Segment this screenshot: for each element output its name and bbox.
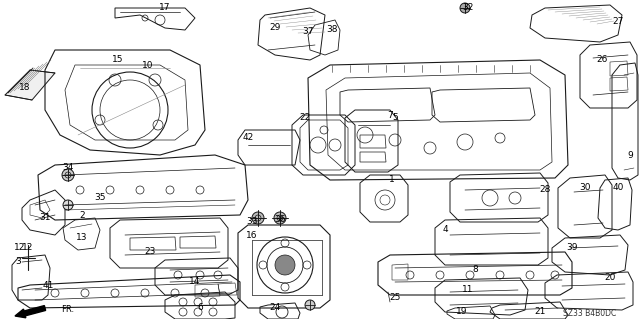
Circle shape: [62, 169, 74, 181]
Text: 38: 38: [326, 26, 338, 34]
Text: 16: 16: [246, 231, 258, 240]
Text: 14: 14: [189, 278, 201, 286]
Text: 34: 34: [62, 164, 74, 173]
Text: 35: 35: [94, 194, 106, 203]
Text: SZ33 B4B0DC: SZ33 B4B0DC: [563, 308, 616, 317]
Text: 6: 6: [197, 302, 203, 311]
Text: 21: 21: [534, 308, 546, 316]
Text: 28: 28: [540, 186, 550, 195]
Circle shape: [460, 3, 470, 13]
Text: 29: 29: [269, 24, 281, 33]
Text: 13: 13: [76, 234, 88, 242]
Text: 23: 23: [144, 248, 156, 256]
Text: 36: 36: [275, 216, 285, 225]
Polygon shape: [5, 70, 55, 100]
Circle shape: [275, 255, 295, 275]
Text: 31: 31: [39, 213, 51, 222]
Text: 17: 17: [159, 4, 171, 12]
Text: 40: 40: [612, 183, 624, 192]
Text: 42: 42: [243, 133, 253, 143]
Text: 5: 5: [392, 114, 398, 122]
Text: 3: 3: [15, 257, 21, 266]
Text: FR.: FR.: [61, 306, 75, 315]
Text: 9: 9: [627, 151, 633, 160]
Text: 4: 4: [442, 226, 448, 234]
FancyArrow shape: [15, 306, 45, 318]
Text: 10: 10: [142, 61, 154, 70]
Text: 18: 18: [19, 84, 31, 93]
Circle shape: [252, 212, 264, 224]
Circle shape: [63, 200, 73, 210]
Text: 25: 25: [389, 293, 401, 302]
Text: 12: 12: [22, 243, 34, 253]
Text: 41: 41: [42, 280, 54, 290]
Text: 24: 24: [269, 303, 280, 313]
Text: 19: 19: [456, 308, 468, 316]
Text: 27: 27: [612, 18, 624, 26]
Circle shape: [305, 300, 315, 310]
Text: 22: 22: [300, 114, 310, 122]
Text: 12: 12: [14, 243, 26, 253]
Text: 20: 20: [604, 273, 616, 283]
Text: 32: 32: [462, 4, 474, 12]
Text: 8: 8: [472, 265, 478, 275]
Text: 39: 39: [566, 243, 578, 253]
Text: 7: 7: [387, 110, 393, 120]
Circle shape: [274, 212, 286, 224]
Text: 11: 11: [462, 286, 474, 294]
Text: 37: 37: [302, 27, 314, 36]
Text: 33: 33: [246, 218, 258, 226]
Text: 1: 1: [389, 175, 395, 184]
Text: 26: 26: [596, 56, 608, 64]
Text: 2: 2: [79, 211, 85, 219]
Text: 30: 30: [579, 183, 591, 192]
Text: 15: 15: [112, 56, 124, 64]
